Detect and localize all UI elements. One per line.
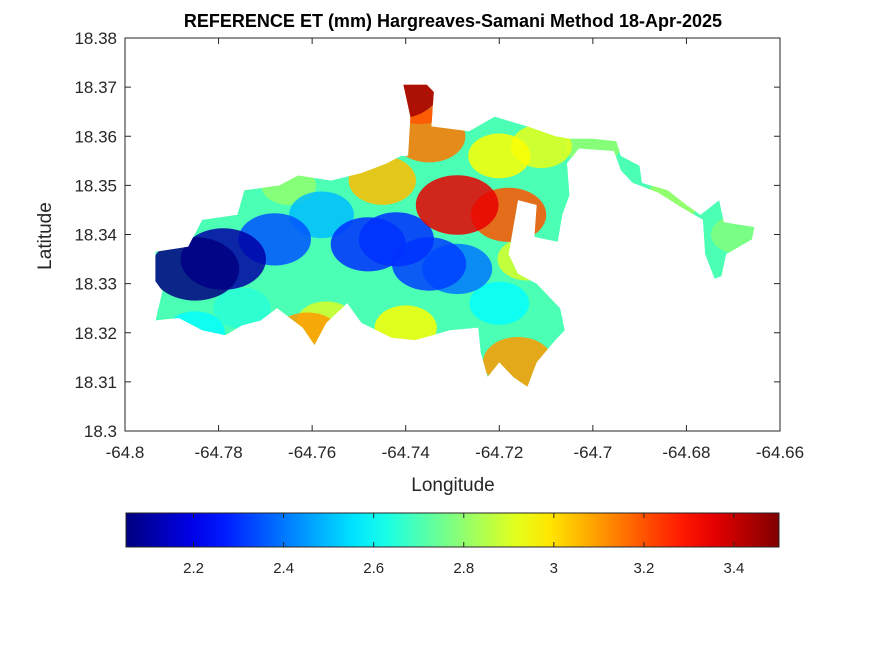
et-hotspot — [468, 133, 531, 179]
colorbar-tick-label: 3.2 — [633, 560, 654, 577]
colorbar-gradient — [126, 513, 779, 547]
colorbar-tick-label: 2.8 — [453, 560, 474, 577]
colorbar: 2.2 2.4 2.6 2.8 3 3.2 3.4 — [125, 512, 780, 577]
x-axis: -64.8 -64.78 -64.76 -64.74 -64.72 -64.7 -64.68… — [106, 38, 804, 462]
colorbar-ticks: 2.2 2.4 2.6 2.8 3 3.2 3.4 — [183, 513, 744, 577]
colorbar-tick-label: 2.4 — [273, 560, 294, 577]
x-tick-label: -64.66 — [756, 443, 804, 462]
x-tick-label: -64.74 — [382, 443, 430, 462]
x-tick-label: -64.7 — [573, 443, 612, 462]
x-tick-label: -64.76 — [288, 443, 336, 462]
et-hotspot — [415, 175, 499, 235]
y-axis-label: Latitude — [35, 202, 56, 270]
chart-title: REFERENCE ET (mm) Hargreaves-Samani Meth… — [184, 11, 722, 31]
y-tick-label: 18.36 — [74, 127, 117, 146]
y-tick-label: 18.3 — [84, 422, 117, 441]
colorbar-tick-label: 3 — [550, 560, 558, 577]
colorbar-frame — [125, 512, 780, 548]
x-tick-label: -64.8 — [106, 443, 145, 462]
x-tick-label: -64.68 — [662, 443, 710, 462]
et-hotspot — [469, 281, 530, 325]
y-tick-label: 18.31 — [74, 373, 117, 392]
y-tick-label: 18.33 — [74, 275, 117, 294]
x-axis-label: Longitude — [411, 475, 494, 496]
x-tick-label: -64.78 — [194, 443, 242, 462]
et-hotspot — [213, 287, 271, 329]
y-tick-label: 18.32 — [74, 324, 117, 343]
colorbar-tick-label: 2.2 — [183, 560, 204, 577]
y-tick-label: 18.38 — [74, 29, 117, 48]
plot-area: -64.8 -64.78 -64.76 -64.74 -64.72 -64.7 -64.68… — [74, 29, 804, 462]
colorbar-tick-label: 3.4 — [724, 560, 745, 577]
et-hotspot — [155, 237, 240, 301]
y-axis: 18.3 18.31 18.32 18.33 18.34 18.35 18.36 18.37 1… — [74, 29, 780, 441]
y-tick-label: 18.35 — [74, 176, 117, 195]
y-tick-label: 18.37 — [74, 78, 117, 97]
colorbar-tick-label: 2.6 — [363, 560, 384, 577]
x-tick-label: -64.72 — [475, 443, 523, 462]
et-hotspot — [358, 212, 434, 267]
y-tick-label: 18.34 — [74, 226, 117, 245]
